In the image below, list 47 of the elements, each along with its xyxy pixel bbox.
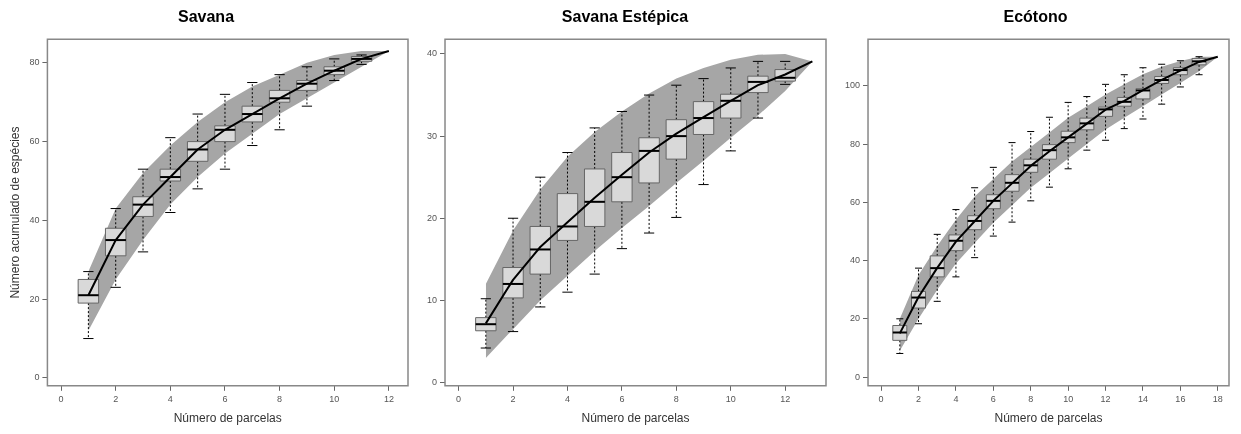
y-tick-label: 40 <box>427 48 438 59</box>
x-tick-label: 4 <box>167 393 173 404</box>
y-tick-label: 30 <box>427 130 438 141</box>
x-tick-label: 14 <box>1137 393 1148 404</box>
x-axis-title: Número de parcelas <box>581 411 690 426</box>
x-tick-label: 10 <box>725 393 736 404</box>
x-tick-label: 6 <box>619 393 625 404</box>
x-tick-label: 2 <box>113 393 119 404</box>
x-tick-label: 0 <box>878 393 884 404</box>
y-tick-label: 0 <box>34 372 40 383</box>
x-axis-title: Número de parcelas <box>173 411 282 426</box>
x-tick-label: 8 <box>1028 393 1034 404</box>
x-tick-label: 2 <box>916 393 922 404</box>
y-tick-label: 0 <box>855 371 861 382</box>
y-tick-label: 80 <box>850 138 861 149</box>
y-tick-label: 10 <box>427 294 438 305</box>
x-tick-label: 8 <box>673 393 679 404</box>
x-tick-label: 16 <box>1175 393 1186 404</box>
x-tick-label: 4 <box>953 393 959 404</box>
x-tick-label: 6 <box>222 393 228 404</box>
x-tick-label: 0 <box>456 393 462 404</box>
x-tick-label: 10 <box>329 393 340 404</box>
x-tick-label: 6 <box>990 393 996 404</box>
y-tick-label: 40 <box>850 255 861 266</box>
chart-title: Savana Estépica <box>561 8 689 26</box>
y-tick-label: 80 <box>29 57 40 68</box>
y-tick-label: 0 <box>432 377 438 387</box>
x-tick-label: 12 <box>780 393 791 404</box>
y-tick-label: 20 <box>29 293 40 304</box>
x-tick-label: 2 <box>510 393 516 404</box>
y-tick-label: 100 <box>844 80 861 91</box>
y-tick-label: 40 <box>29 214 40 225</box>
x-tick-label: 12 <box>1100 393 1111 404</box>
y-tick-label: 20 <box>427 212 438 223</box>
chart-title: Ecótono <box>1003 8 1068 26</box>
y-tick-label: 20 <box>850 313 861 324</box>
y-tick-label: 60 <box>850 196 861 207</box>
chart-title: Savana <box>177 8 235 26</box>
x-tick-label: 4 <box>564 393 570 404</box>
y-tick-label: 60 <box>29 136 40 147</box>
y-axis-title: Número acumulado de espécies <box>7 126 22 299</box>
x-tick-label: 0 <box>58 393 64 404</box>
x-tick-label: 12 <box>383 393 394 404</box>
x-tick-label: 10 <box>1063 393 1074 404</box>
x-tick-label: 8 <box>277 393 283 404</box>
x-tick-label: 18 <box>1212 393 1223 404</box>
x-axis-title: Número de parcelas <box>994 411 1103 426</box>
